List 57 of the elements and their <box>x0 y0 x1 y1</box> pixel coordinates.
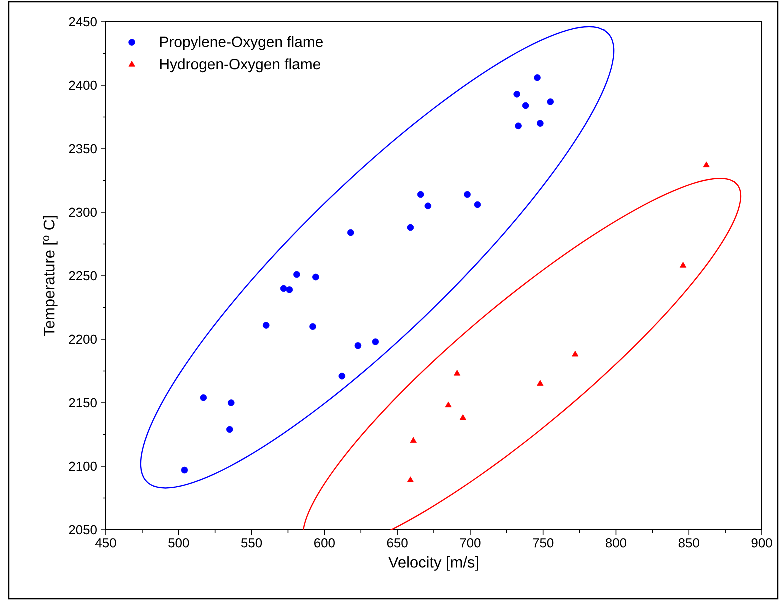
point <box>312 274 320 281</box>
point <box>181 466 188 474</box>
point <box>286 286 294 294</box>
y-tick-label: 2300 <box>69 208 97 218</box>
point <box>310 323 316 330</box>
point <box>515 122 522 130</box>
point <box>226 426 234 434</box>
point <box>703 162 710 168</box>
x-tick-label: 550 <box>241 538 262 548</box>
point <box>514 91 520 98</box>
point <box>474 201 482 208</box>
point <box>537 380 544 386</box>
x-tick-label: 450 <box>95 538 116 548</box>
point <box>572 350 579 357</box>
y-tick-label: 2350 <box>69 144 97 154</box>
point <box>537 120 544 127</box>
x-tick-label: 600 <box>314 538 335 548</box>
point <box>372 338 380 346</box>
point <box>410 437 417 444</box>
point <box>354 342 362 350</box>
point <box>424 202 432 210</box>
point <box>407 224 414 232</box>
point <box>680 262 687 268</box>
x-axis-title: Velocity [m/s] <box>388 556 478 571</box>
x-tick-label: 800 <box>606 538 627 548</box>
point <box>348 229 354 236</box>
legend-label: Propylene-Oxygen flame <box>160 36 323 50</box>
legend-label: Hydrogen-Oxygen flame <box>160 58 320 73</box>
y-axis-title: Temperature [$^{o}$ C] <box>43 216 58 336</box>
point <box>262 322 270 329</box>
y-tick-label: 2050 <box>69 525 97 535</box>
point <box>280 285 288 292</box>
x-tick-label: 750 <box>533 538 554 548</box>
point <box>445 402 452 408</box>
point <box>228 400 235 406</box>
point <box>417 191 424 198</box>
x-tick-label: 700 <box>460 538 481 548</box>
y-tick-label: 2400 <box>69 80 97 90</box>
point <box>200 394 208 402</box>
y-tick-label: 2150 <box>69 398 97 408</box>
point <box>338 372 346 380</box>
point <box>547 98 554 106</box>
x-tick-label: 900 <box>752 538 772 548</box>
x-tick-label: 650 <box>387 538 408 548</box>
point <box>294 271 300 278</box>
point <box>522 102 530 110</box>
point <box>407 476 414 482</box>
y-tick-label: 2100 <box>69 462 97 472</box>
point <box>454 370 461 376</box>
point <box>464 191 471 198</box>
y-tick-label: 2200 <box>69 334 97 344</box>
x-tick-label: 850 <box>678 538 700 548</box>
point <box>534 74 541 82</box>
x-tick-label: 500 <box>168 538 190 548</box>
y-tick-label: 2250 <box>69 271 97 281</box>
point <box>460 414 466 420</box>
y-tick-label: 2450 <box>69 17 97 27</box>
